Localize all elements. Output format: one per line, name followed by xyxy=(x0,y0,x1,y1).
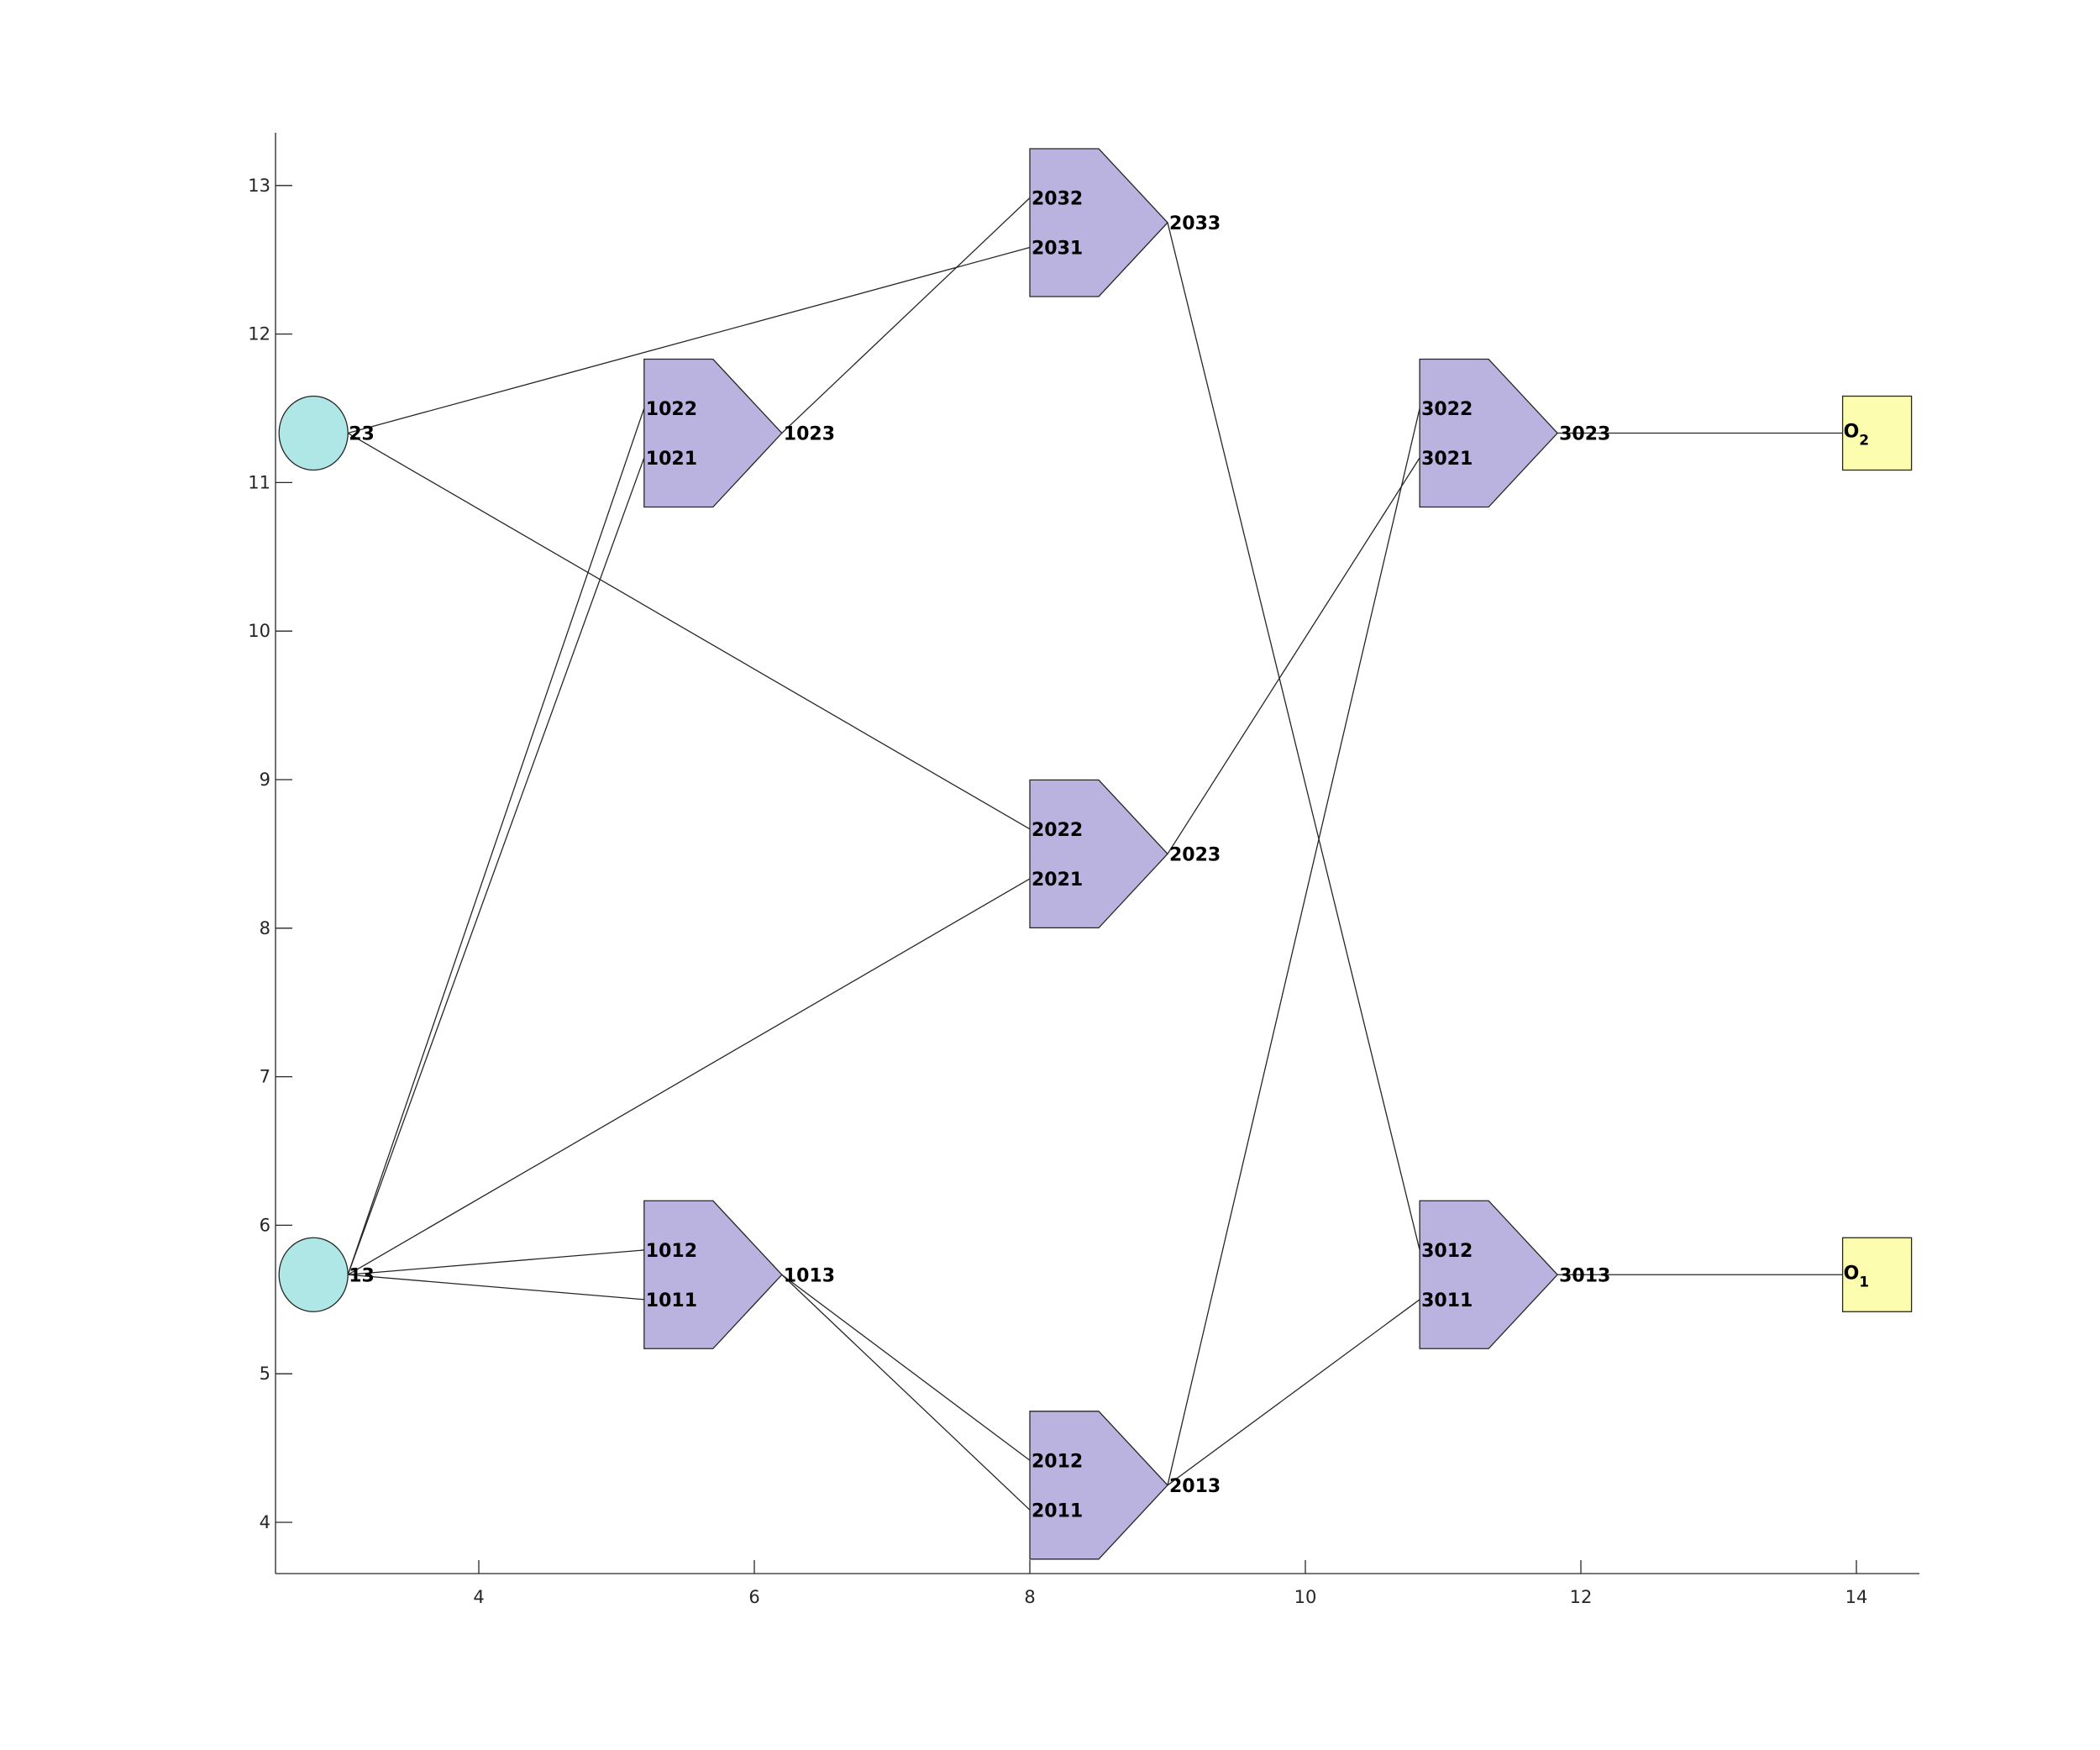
connection-line xyxy=(1167,1299,1420,1486)
y-tick-label: 9 xyxy=(260,770,270,790)
x-tick-label: 8 xyxy=(1024,1587,1035,1607)
y-tick-label: 8 xyxy=(260,918,270,938)
input-port-label: 2021 xyxy=(1032,870,1083,891)
output-port-label: 1023 xyxy=(784,424,835,445)
x-tick-label: 12 xyxy=(1570,1587,1593,1607)
x-tick-label: 6 xyxy=(748,1587,759,1607)
output-node xyxy=(1841,395,1913,471)
y-tick-label: 13 xyxy=(248,176,270,196)
input-port-label: 2031 xyxy=(1032,239,1083,260)
process-unit xyxy=(643,358,783,508)
connection-line xyxy=(347,407,645,1275)
source-label: 13 xyxy=(349,1265,375,1286)
output-label-subscript: 2 xyxy=(1859,433,1869,449)
process-unit xyxy=(1029,779,1168,929)
x-tick-label: 4 xyxy=(473,1587,484,1607)
output-node xyxy=(1841,1237,1913,1312)
connection-line xyxy=(1167,407,1420,1485)
nodes: 13 23 1012 1011 1013 1022 1021 1023 2012 2011 2013… xyxy=(278,148,1913,1560)
process-unit xyxy=(1419,1200,1559,1349)
process-unit xyxy=(1029,148,1168,297)
output-port-label: 3023 xyxy=(1559,424,1610,445)
connections xyxy=(347,197,1843,1511)
input-port-label: 2022 xyxy=(1032,820,1083,841)
connection-line xyxy=(347,878,1031,1275)
connection-line xyxy=(348,246,1031,434)
input-port-label: 2011 xyxy=(1032,1500,1083,1521)
source-label: 23 xyxy=(349,424,375,445)
connection-line xyxy=(348,1274,644,1301)
connection-line xyxy=(1167,457,1420,854)
connection-line xyxy=(1167,222,1420,1251)
process-unit xyxy=(1419,358,1559,508)
output-port-label: 2023 xyxy=(1169,844,1221,865)
output-port-label: 2013 xyxy=(1169,1476,1221,1497)
input-port-label: 3011 xyxy=(1421,1290,1473,1311)
connection-line xyxy=(781,1274,1031,1461)
y-tick-label: 4 xyxy=(260,1512,270,1532)
output-port-label: 2033 xyxy=(1169,213,1221,234)
input-port-label: 3012 xyxy=(1421,1241,1473,1262)
source-node xyxy=(278,395,349,471)
process-unit xyxy=(1029,1411,1168,1560)
connection-line xyxy=(781,197,1031,434)
x-tick-label: 14 xyxy=(1845,1587,1868,1607)
x-tick-label: 10 xyxy=(1294,1587,1317,1607)
input-port-label: 3022 xyxy=(1421,399,1473,420)
y-tick-label: 11 xyxy=(248,472,270,492)
connection-line xyxy=(348,1249,644,1275)
input-port-label: 1012 xyxy=(646,1241,697,1262)
y-tick-label: 12 xyxy=(248,324,270,344)
process-unit xyxy=(643,1200,783,1349)
input-port-label: 1022 xyxy=(646,399,697,420)
connection-line xyxy=(781,1274,1031,1511)
input-port-label: 1011 xyxy=(646,1290,697,1311)
output-label-subscript: 1 xyxy=(1859,1274,1869,1290)
input-port-label: 2012 xyxy=(1032,1451,1083,1472)
connection-line xyxy=(347,457,645,1275)
input-port-label: 1021 xyxy=(646,449,697,470)
output-port-label: 1013 xyxy=(784,1265,835,1286)
y-tick-label: 7 xyxy=(260,1067,270,1087)
output-port-label: 3013 xyxy=(1559,1265,1610,1286)
connection-line xyxy=(347,432,1031,830)
y-tick-label: 5 xyxy=(260,1364,270,1384)
input-port-label: 2032 xyxy=(1032,188,1083,209)
y-tick-label: 10 xyxy=(248,621,270,641)
input-port-label: 3021 xyxy=(1421,449,1473,470)
y-tick-label: 6 xyxy=(260,1215,270,1235)
source-node xyxy=(278,1237,349,1312)
